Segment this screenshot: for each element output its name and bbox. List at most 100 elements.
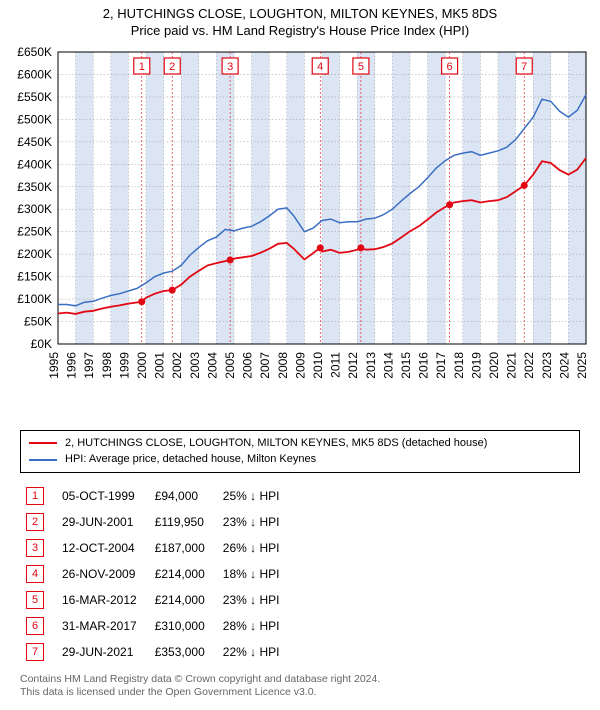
svg-text:£250K: £250K <box>17 224 52 238</box>
sale-index-box: 6 <box>26 617 44 635</box>
svg-text:2014: 2014 <box>381 351 395 378</box>
sale-price: £353,000 <box>151 639 219 665</box>
legend-swatch <box>29 442 57 444</box>
legend-row: 2, HUTCHINGS CLOSE, LOUGHTON, MILTON KEY… <box>29 435 571 452</box>
svg-text:£600K: £600K <box>17 67 52 81</box>
svg-text:2021: 2021 <box>505 351 519 378</box>
svg-text:2018: 2018 <box>452 351 466 378</box>
svg-text:2005: 2005 <box>223 351 237 378</box>
svg-text:2020: 2020 <box>487 351 501 378</box>
svg-text:2024: 2024 <box>557 351 571 378</box>
svg-text:2017: 2017 <box>434 351 448 378</box>
table-row: 5 16-MAR-2012£214,00023% ↓ HPI <box>22 587 293 613</box>
svg-text:1997: 1997 <box>82 351 96 378</box>
sale-vs-hpi: 26% ↓ HPI <box>219 535 294 561</box>
svg-text:2023: 2023 <box>540 351 554 378</box>
legend-label: 2, HUTCHINGS CLOSE, LOUGHTON, MILTON KEY… <box>65 435 487 452</box>
svg-text:£50K: £50K <box>24 314 52 328</box>
sale-date: 16-MAR-2012 <box>58 587 151 613</box>
chart-title: 2, HUTCHINGS CLOSE, LOUGHTON, MILTON KEY… <box>10 6 590 40</box>
sale-price: £94,000 <box>151 483 219 509</box>
price-chart: £0K£50K£100K£150K£200K£250K£300K£350K£40… <box>10 44 590 424</box>
svg-text:£650K: £650K <box>17 45 52 59</box>
svg-text:5: 5 <box>358 61 364 73</box>
svg-text:2025: 2025 <box>575 351 589 378</box>
sale-index-box: 4 <box>26 565 44 583</box>
svg-text:2010: 2010 <box>311 351 325 378</box>
sale-vs-hpi: 18% ↓ HPI <box>219 561 294 587</box>
sale-index-box: 1 <box>26 487 44 505</box>
table-row: 6 31-MAR-2017£310,00028% ↓ HPI <box>22 613 293 639</box>
sale-price: £214,000 <box>151 587 219 613</box>
svg-text:£550K: £550K <box>17 90 52 104</box>
sale-index-box: 7 <box>26 643 44 661</box>
svg-text:£300K: £300K <box>17 202 52 216</box>
sale-date: 31-MAR-2017 <box>58 613 151 639</box>
svg-text:2004: 2004 <box>205 351 219 378</box>
data-source-footer: Contains HM Land Registry data © Crown c… <box>20 673 580 700</box>
table-row: 4 26-NOV-2009£214,00018% ↓ HPI <box>22 561 293 587</box>
svg-text:2011: 2011 <box>329 351 343 377</box>
footer-line-1: Contains HM Land Registry data © Crown c… <box>20 673 380 685</box>
sale-price: £187,000 <box>151 535 219 561</box>
sale-vs-hpi: 22% ↓ HPI <box>219 639 294 665</box>
svg-text:2015: 2015 <box>399 351 413 378</box>
chart-legend: 2, HUTCHINGS CLOSE, LOUGHTON, MILTON KEY… <box>20 430 580 473</box>
svg-text:6: 6 <box>447 61 453 73</box>
sale-vs-hpi: 23% ↓ HPI <box>219 509 294 535</box>
svg-text:2007: 2007 <box>258 351 272 378</box>
svg-text:2000: 2000 <box>135 351 149 378</box>
svg-text:2022: 2022 <box>522 351 536 378</box>
svg-text:£450K: £450K <box>17 135 52 149</box>
sale-date: 26-NOV-2009 <box>58 561 151 587</box>
svg-text:1: 1 <box>139 61 145 73</box>
svg-text:2003: 2003 <box>188 351 202 378</box>
svg-text:1996: 1996 <box>65 351 79 378</box>
sale-date: 12-OCT-2004 <box>58 535 151 561</box>
svg-text:2008: 2008 <box>276 351 290 378</box>
svg-text:2012: 2012 <box>346 351 360 378</box>
svg-text:4: 4 <box>317 61 323 73</box>
legend-swatch <box>29 459 57 461</box>
sale-date: 29-JUN-2001 <box>58 509 151 535</box>
sale-index-box: 5 <box>26 591 44 609</box>
svg-text:2013: 2013 <box>364 351 378 378</box>
sales-table: 105-OCT-1999£94,00025% ↓ HPI229-JUN-2001… <box>22 483 293 665</box>
svg-text:£150K: £150K <box>17 269 52 283</box>
sale-price: £214,000 <box>151 561 219 587</box>
title-line-1: 2, HUTCHINGS CLOSE, LOUGHTON, MILTON KEY… <box>103 6 497 21</box>
svg-text:7: 7 <box>521 61 527 73</box>
svg-text:1998: 1998 <box>100 351 114 378</box>
svg-text:2016: 2016 <box>417 351 431 378</box>
chart-svg: £0K£50K£100K£150K£200K£250K£300K£350K£40… <box>10 44 590 424</box>
page-root: 2, HUTCHINGS CLOSE, LOUGHTON, MILTON KEY… <box>0 0 600 710</box>
svg-text:2001: 2001 <box>153 351 167 378</box>
table-row: 7 29-JUN-2021£353,00022% ↓ HPI <box>22 639 293 665</box>
svg-text:2006: 2006 <box>241 351 255 378</box>
title-line-2: Price paid vs. HM Land Registry's House … <box>131 23 469 38</box>
legend-label: HPI: Average price, detached house, Milt… <box>65 451 316 468</box>
table-row: 2 29-JUN-2001£119,95023% ↓ HPI <box>22 509 293 535</box>
svg-text:£500K: £500K <box>17 112 52 126</box>
sale-price: £310,000 <box>151 613 219 639</box>
sale-date: 29-JUN-2021 <box>58 639 151 665</box>
svg-text:£400K: £400K <box>17 157 52 171</box>
svg-text:1995: 1995 <box>47 351 61 378</box>
sale-vs-hpi: 28% ↓ HPI <box>219 613 294 639</box>
sale-index-box: 3 <box>26 539 44 557</box>
svg-text:£200K: £200K <box>17 247 52 261</box>
svg-text:2009: 2009 <box>293 351 307 378</box>
sale-index-box: 2 <box>26 513 44 531</box>
svg-text:2: 2 <box>169 61 175 73</box>
sale-date: 05-OCT-1999 <box>58 483 151 509</box>
svg-text:£0K: £0K <box>31 337 52 351</box>
svg-text:2002: 2002 <box>170 351 184 378</box>
table-row: 3 12-OCT-2004£187,00026% ↓ HPI <box>22 535 293 561</box>
svg-text:1999: 1999 <box>117 351 131 378</box>
table-row: 105-OCT-1999£94,00025% ↓ HPI <box>22 483 293 509</box>
sale-price: £119,950 <box>151 509 219 535</box>
svg-text:3: 3 <box>227 61 233 73</box>
legend-row: HPI: Average price, detached house, Milt… <box>29 451 571 468</box>
sale-vs-hpi: 23% ↓ HPI <box>219 587 294 613</box>
svg-text:2019: 2019 <box>469 351 483 378</box>
